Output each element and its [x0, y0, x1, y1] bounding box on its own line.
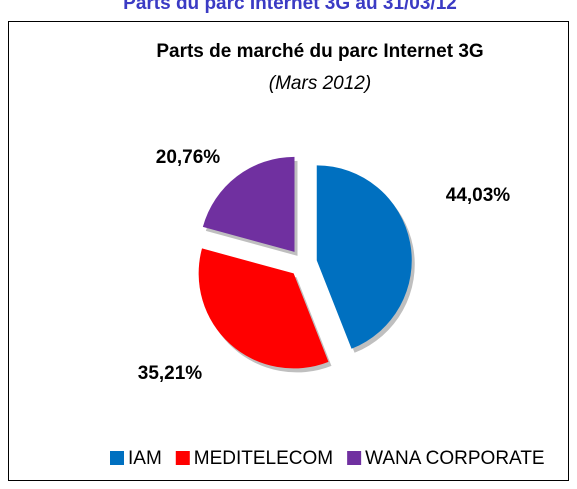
pie-slice: [202, 156, 295, 252]
legend-swatch: [110, 451, 124, 465]
pie-slice: [316, 165, 412, 349]
legend-swatch: [347, 451, 362, 465]
legend-label: MEDITELECOM: [194, 448, 333, 469]
pie-slice: [198, 248, 329, 369]
chart-title: Parts de marché du parc Internet 3G: [156, 41, 483, 62]
header: Parts du parc Internet 3G au 31/03/12: [123, 0, 457, 14]
legend-swatch: [175, 451, 190, 465]
legend-label: IAM: [128, 448, 162, 469]
chart-frame: [8, 21, 569, 481]
data-label: 20,76%: [156, 147, 221, 168]
chart-subtitle: (Mars 2012): [269, 73, 371, 94]
legend-label: WANA CORPORATE: [365, 448, 544, 469]
data-label: 35,21%: [138, 363, 203, 384]
data-label: 44,03%: [446, 185, 511, 206]
